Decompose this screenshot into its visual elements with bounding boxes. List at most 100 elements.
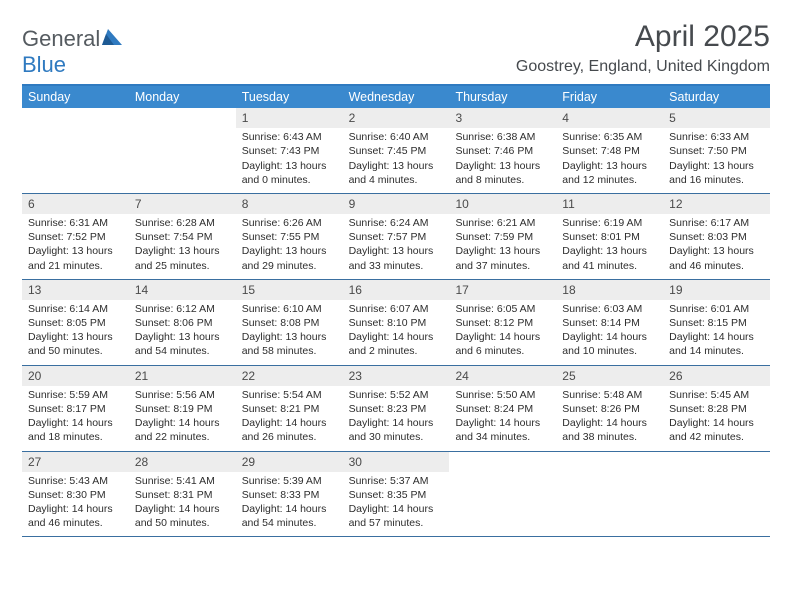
day-number (556, 452, 663, 456)
day-body: Sunrise: 6:43 AMSunset: 7:43 PMDaylight:… (236, 128, 343, 193)
sunset-text: Sunset: 8:30 PM (28, 488, 123, 502)
logo-text-1: General (22, 26, 100, 52)
sunrise-text: Sunrise: 6:10 AM (242, 302, 337, 316)
month-title: April 2025 (516, 20, 770, 54)
day-number (663, 452, 770, 456)
daylight-text: Daylight: 14 hours and 42 minutes. (669, 416, 764, 444)
sunrise-text: Sunrise: 6:38 AM (455, 130, 550, 144)
daylight-text: Daylight: 14 hours and 18 minutes. (28, 416, 123, 444)
sunrise-text: Sunrise: 5:59 AM (28, 388, 123, 402)
day-number (22, 108, 129, 112)
day-number: 8 (236, 194, 343, 214)
day-cell: 25Sunrise: 5:48 AMSunset: 8:26 PMDayligh… (556, 366, 663, 451)
sunrise-text: Sunrise: 6:21 AM (455, 216, 550, 230)
day-number: 7 (129, 194, 236, 214)
sunset-text: Sunset: 8:12 PM (455, 316, 550, 330)
day-body: Sunrise: 5:45 AMSunset: 8:28 PMDaylight:… (663, 386, 770, 451)
day-number: 30 (343, 452, 450, 472)
sunrise-text: Sunrise: 5:39 AM (242, 474, 337, 488)
sunset-text: Sunset: 8:23 PM (349, 402, 444, 416)
weekday-header: Tuesday (236, 86, 343, 108)
day-number: 27 (22, 452, 129, 472)
daylight-text: Daylight: 14 hours and 14 minutes. (669, 330, 764, 358)
sunset-text: Sunset: 7:59 PM (455, 230, 550, 244)
sunrise-text: Sunrise: 6:12 AM (135, 302, 230, 316)
week-row: 13Sunrise: 6:14 AMSunset: 8:05 PMDayligh… (22, 280, 770, 366)
day-number: 6 (22, 194, 129, 214)
sunset-text: Sunset: 7:46 PM (455, 144, 550, 158)
day-cell: 7Sunrise: 6:28 AMSunset: 7:54 PMDaylight… (129, 194, 236, 279)
day-cell: 27Sunrise: 5:43 AMSunset: 8:30 PMDayligh… (22, 452, 129, 537)
sunset-text: Sunset: 7:52 PM (28, 230, 123, 244)
day-cell: 26Sunrise: 5:45 AMSunset: 8:28 PMDayligh… (663, 366, 770, 451)
daylight-text: Daylight: 14 hours and 22 minutes. (135, 416, 230, 444)
sunrise-text: Sunrise: 5:48 AM (562, 388, 657, 402)
daylight-text: Daylight: 14 hours and 57 minutes. (349, 502, 444, 530)
sunset-text: Sunset: 8:01 PM (562, 230, 657, 244)
sunrise-text: Sunrise: 5:45 AM (669, 388, 764, 402)
day-body: Sunrise: 5:56 AMSunset: 8:19 PMDaylight:… (129, 386, 236, 451)
daylight-text: Daylight: 13 hours and 8 minutes. (455, 159, 550, 187)
weekday-header-row: Sunday Monday Tuesday Wednesday Thursday… (22, 86, 770, 108)
daylight-text: Daylight: 14 hours and 34 minutes. (455, 416, 550, 444)
day-body: Sunrise: 6:33 AMSunset: 7:50 PMDaylight:… (663, 128, 770, 193)
day-cell: 20Sunrise: 5:59 AMSunset: 8:17 PMDayligh… (22, 366, 129, 451)
sunset-text: Sunset: 8:15 PM (669, 316, 764, 330)
daylight-text: Daylight: 14 hours and 10 minutes. (562, 330, 657, 358)
sunset-text: Sunset: 7:57 PM (349, 230, 444, 244)
daylight-text: Daylight: 14 hours and 6 minutes. (455, 330, 550, 358)
logo-triangle-icon (102, 29, 122, 50)
sunrise-text: Sunrise: 6:03 AM (562, 302, 657, 316)
sunset-text: Sunset: 8:24 PM (455, 402, 550, 416)
weekday-header: Sunday (22, 86, 129, 108)
sunrise-text: Sunrise: 6:24 AM (349, 216, 444, 230)
day-cell: 4Sunrise: 6:35 AMSunset: 7:48 PMDaylight… (556, 108, 663, 193)
day-number: 21 (129, 366, 236, 386)
day-number: 23 (343, 366, 450, 386)
day-number: 3 (449, 108, 556, 128)
day-cell: 5Sunrise: 6:33 AMSunset: 7:50 PMDaylight… (663, 108, 770, 193)
day-body: Sunrise: 6:07 AMSunset: 8:10 PMDaylight:… (343, 300, 450, 365)
day-cell (129, 108, 236, 193)
daylight-text: Daylight: 13 hours and 41 minutes. (562, 244, 657, 272)
daylight-text: Daylight: 13 hours and 29 minutes. (242, 244, 337, 272)
daylight-text: Daylight: 14 hours and 50 minutes. (135, 502, 230, 530)
day-cell: 15Sunrise: 6:10 AMSunset: 8:08 PMDayligh… (236, 280, 343, 365)
sunrise-text: Sunrise: 6:26 AM (242, 216, 337, 230)
day-cell: 17Sunrise: 6:05 AMSunset: 8:12 PMDayligh… (449, 280, 556, 365)
sunrise-text: Sunrise: 6:14 AM (28, 302, 123, 316)
day-cell (556, 452, 663, 537)
day-number: 17 (449, 280, 556, 300)
calendar: Sunday Monday Tuesday Wednesday Thursday… (22, 84, 770, 537)
day-body: Sunrise: 6:38 AMSunset: 7:46 PMDaylight:… (449, 128, 556, 193)
day-cell (663, 452, 770, 537)
daylight-text: Daylight: 13 hours and 0 minutes. (242, 159, 337, 187)
day-number: 20 (22, 366, 129, 386)
day-body: Sunrise: 5:52 AMSunset: 8:23 PMDaylight:… (343, 386, 450, 451)
weekday-header: Friday (556, 86, 663, 108)
sunrise-text: Sunrise: 6:17 AM (669, 216, 764, 230)
day-number: 29 (236, 452, 343, 472)
day-body: Sunrise: 5:41 AMSunset: 8:31 PMDaylight:… (129, 472, 236, 537)
daylight-text: Daylight: 13 hours and 4 minutes. (349, 159, 444, 187)
day-body: Sunrise: 6:10 AMSunset: 8:08 PMDaylight:… (236, 300, 343, 365)
day-body: Sunrise: 6:21 AMSunset: 7:59 PMDaylight:… (449, 214, 556, 279)
day-cell: 10Sunrise: 6:21 AMSunset: 7:59 PMDayligh… (449, 194, 556, 279)
day-body: Sunrise: 5:59 AMSunset: 8:17 PMDaylight:… (22, 386, 129, 451)
sunrise-text: Sunrise: 5:52 AM (349, 388, 444, 402)
sunrise-text: Sunrise: 6:40 AM (349, 130, 444, 144)
day-number: 4 (556, 108, 663, 128)
day-number (129, 108, 236, 112)
day-body: Sunrise: 6:19 AMSunset: 8:01 PMDaylight:… (556, 214, 663, 279)
daylight-text: Daylight: 14 hours and 2 minutes. (349, 330, 444, 358)
daylight-text: Daylight: 14 hours and 26 minutes. (242, 416, 337, 444)
daylight-text: Daylight: 14 hours and 30 minutes. (349, 416, 444, 444)
sunrise-text: Sunrise: 5:50 AM (455, 388, 550, 402)
sunset-text: Sunset: 8:08 PM (242, 316, 337, 330)
week-row: 27Sunrise: 5:43 AMSunset: 8:30 PMDayligh… (22, 452, 770, 538)
sunrise-text: Sunrise: 5:37 AM (349, 474, 444, 488)
daylight-text: Daylight: 13 hours and 50 minutes. (28, 330, 123, 358)
day-body: Sunrise: 5:39 AMSunset: 8:33 PMDaylight:… (236, 472, 343, 537)
day-body: Sunrise: 5:37 AMSunset: 8:35 PMDaylight:… (343, 472, 450, 537)
sunrise-text: Sunrise: 6:43 AM (242, 130, 337, 144)
